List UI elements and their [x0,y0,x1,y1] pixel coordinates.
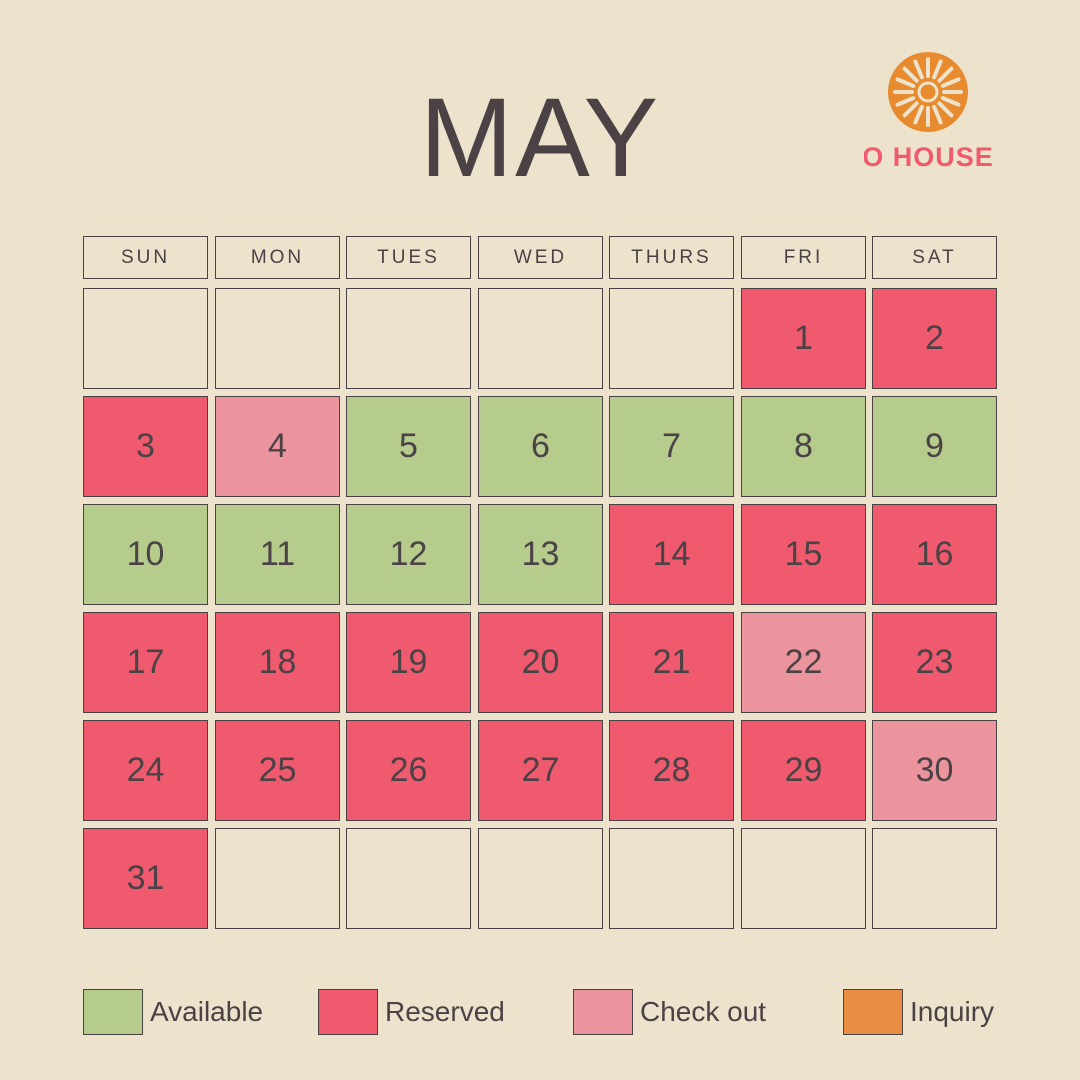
day-cell-8[interactable]: 8 [741,396,866,497]
legend-label-available: Available [150,996,264,1027]
empty-day-cell [872,828,997,929]
legend-swatch-checkout [573,989,633,1035]
day-cell-29[interactable]: 29 [741,720,866,821]
day-cell-1[interactable]: 1 [741,288,866,389]
legend-label-checkout: Check out [640,996,767,1027]
day-cell-6[interactable]: 6 [478,396,603,497]
day-cell-31[interactable]: 31 [83,828,208,929]
empty-day-cell [741,828,866,929]
day-cell-28[interactable]: 28 [609,720,734,821]
weekday-header-fri: FRI [741,236,866,279]
day-cell-21[interactable]: 21 [609,612,734,713]
day-cell-22[interactable]: 22 [741,612,866,713]
day-cell-26[interactable]: 26 [346,720,471,821]
legend-swatch-available [83,989,143,1035]
empty-day-cell [478,828,603,929]
weekday-header-sat: SAT [872,236,997,279]
weekday-header-mon: MON [215,236,340,279]
legend-label-reserved: Reserved [385,996,505,1027]
empty-day-cell [215,288,340,389]
day-cell-30[interactable]: 30 [872,720,997,821]
day-cell-3[interactable]: 3 [83,396,208,497]
day-cell-4[interactable]: 4 [215,396,340,497]
day-cell-13[interactable]: 13 [478,504,603,605]
legend-swatch-reserved [318,989,378,1035]
day-cell-9[interactable]: 9 [872,396,997,497]
day-cell-2[interactable]: 2 [872,288,997,389]
empty-day-cell [215,828,340,929]
day-cell-23[interactable]: 23 [872,612,997,713]
o-house-logo: O HOUSE [864,50,994,180]
sun-icon [888,52,968,132]
day-cell-15[interactable]: 15 [741,504,866,605]
empty-day-cell [346,288,471,389]
weekday-header-sun: SUN [83,236,208,279]
day-cell-7[interactable]: 7 [609,396,734,497]
legend-label-inquiry: Inquiry [910,996,995,1027]
day-cell-20[interactable]: 20 [478,612,603,713]
weekday-header-tues: TUES [346,236,471,279]
legend-swatch-inquiry [843,989,903,1035]
day-cell-14[interactable]: 14 [609,504,734,605]
day-cell-24[interactable]: 24 [83,720,208,821]
day-cell-18[interactable]: 18 [215,612,340,713]
day-cell-19[interactable]: 19 [346,612,471,713]
day-cell-5[interactable]: 5 [346,396,471,497]
empty-day-cell [609,828,734,929]
day-cell-16[interactable]: 16 [872,504,997,605]
weekday-header-thurs: THURS [609,236,734,279]
day-cell-10[interactable]: 10 [83,504,208,605]
day-cell-27[interactable]: 27 [478,720,603,821]
empty-day-cell [609,288,734,389]
empty-day-cell [83,288,208,389]
logo-wordmark: O HOUSE [864,142,994,172]
day-cell-25[interactable]: 25 [215,720,340,821]
month-title: MAY [419,75,661,200]
weekday-header-wed: WED [478,236,603,279]
day-cell-11[interactable]: 11 [215,504,340,605]
day-cell-12[interactable]: 12 [346,504,471,605]
empty-day-cell [346,828,471,929]
day-cell-17[interactable]: 17 [83,612,208,713]
empty-day-cell [478,288,603,389]
